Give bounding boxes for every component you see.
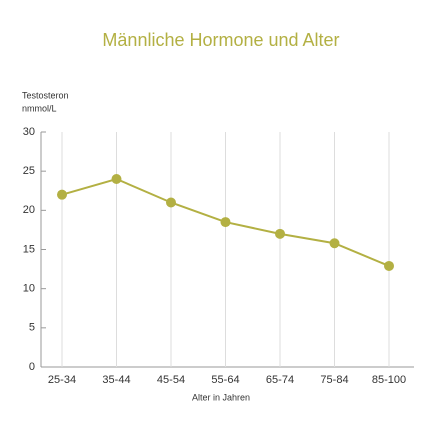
y-tick-label: 20 [23, 204, 35, 216]
y-tick-label: 15 [23, 243, 35, 255]
x-tick-label: 45-54 [157, 374, 185, 386]
y-axis-label: Testosteron [22, 90, 69, 100]
point [166, 197, 176, 208]
y-tick-label: 0 [29, 361, 35, 373]
y-tick-label: 30 [23, 126, 35, 138]
point [329, 238, 340, 249]
chart-title: Männliche Hormone und Alter [102, 30, 339, 50]
y-axis-label: nmmol/L [22, 103, 57, 113]
x-tick-label: 85-100 [372, 374, 406, 386]
x-tick-label: 75-84 [320, 374, 348, 386]
y-tick-label: 25 [23, 165, 35, 177]
x-tick-label: 35-44 [102, 374, 130, 386]
point [384, 260, 394, 271]
x-tick-label: 25-34 [48, 374, 76, 386]
y-tick-label: 10 [23, 283, 35, 295]
x-tick-label: 55-64 [211, 374, 239, 386]
point [111, 174, 122, 184]
point [57, 189, 67, 200]
x-tick-label: 65-74 [266, 374, 294, 386]
point [275, 228, 285, 239]
x-axis-label: Alter in Jahren [192, 392, 250, 402]
point [220, 217, 231, 228]
y-tick-label: 5 [29, 322, 35, 334]
